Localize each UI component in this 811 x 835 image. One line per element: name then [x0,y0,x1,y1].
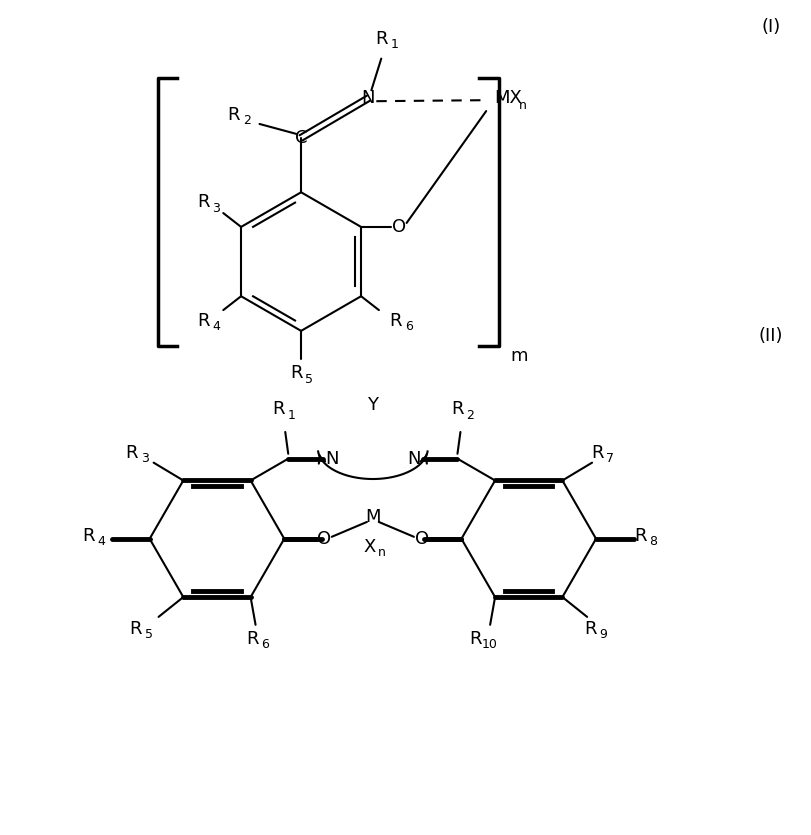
Text: 1: 1 [390,38,397,51]
Text: 6: 6 [261,638,269,651]
Text: X: X [363,538,375,556]
Text: 10: 10 [481,638,496,651]
Text: N: N [361,89,375,107]
Text: R: R [633,527,646,544]
Text: 1: 1 [287,408,294,422]
Text: R: R [246,630,259,648]
Text: R: R [197,312,209,330]
Text: 5: 5 [144,628,152,641]
Text: 7: 7 [605,453,613,465]
Text: 3: 3 [212,201,220,215]
Text: 3: 3 [140,453,148,465]
Text: n: n [518,99,526,112]
Text: R: R [469,630,481,648]
Text: Y: Y [367,396,378,413]
Text: R: R [272,400,284,418]
Text: R: R [290,364,302,382]
Text: R: R [590,443,603,462]
Text: 8: 8 [649,535,657,549]
Text: 9: 9 [599,628,606,641]
Text: R: R [126,443,138,462]
Text: 4: 4 [97,535,105,549]
Text: N: N [324,450,338,468]
Text: (I): (I) [761,18,780,36]
Text: 4: 4 [212,321,220,333]
Text: O: O [316,529,331,548]
Text: R: R [227,106,240,124]
Text: (II): (II) [758,326,783,345]
Text: R: R [197,193,209,211]
Text: R: R [451,400,463,418]
Text: m: m [509,347,527,365]
Text: R: R [583,620,595,638]
Text: 2: 2 [242,114,251,128]
Text: R: R [130,620,142,638]
Text: MX: MX [493,89,521,107]
Text: N: N [406,450,420,468]
Text: O: O [391,218,406,236]
Text: 6: 6 [404,321,412,333]
Text: n: n [377,546,385,559]
Text: 2: 2 [466,408,474,422]
Text: M: M [365,508,380,526]
Text: R: R [82,527,94,544]
Text: R: R [389,312,401,330]
Text: R: R [375,30,387,48]
Text: O: O [414,529,428,548]
Text: C: C [294,129,307,147]
Text: 5: 5 [305,373,312,386]
